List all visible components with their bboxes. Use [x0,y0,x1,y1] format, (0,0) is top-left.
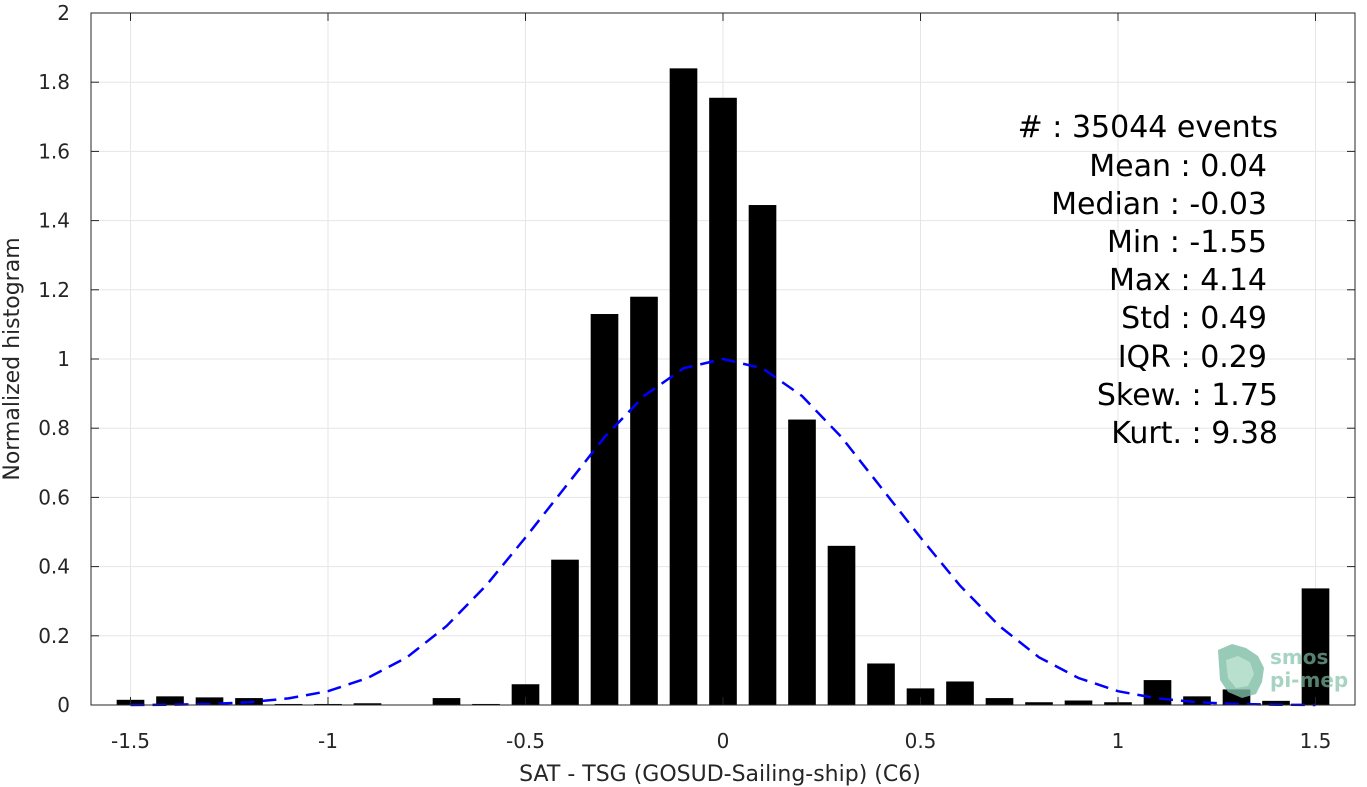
y-tick-label: 1 [57,347,70,371]
stat-min: Min : -1.55 [1107,225,1267,260]
smos-pi-mep-logo: smos pi-mep [1218,644,1348,698]
y-tick-label: 0.8 [38,416,70,440]
stat-mean: Mean : 0.04 [1089,149,1267,184]
stat-median: Median : -0.03 [1051,187,1267,222]
y-axis-label: Normalized histogram [0,237,25,480]
histogram-bar [1262,700,1290,705]
stat-iqr: IQR : 0.29 [1118,340,1267,375]
histogram-bar [156,696,184,705]
x-tick-label: 0.5 [905,729,937,753]
stat-max: Max : 4.14 [1109,263,1267,298]
histogram-bar [472,703,500,705]
y-tick-label: 2 [57,1,70,25]
bars-group [116,68,1330,706]
histogram-bar [1064,700,1093,705]
histogram-bar [511,684,540,705]
y-tick-label: 1.4 [38,209,70,233]
logo-text-smos: smos [1270,645,1328,669]
x-tick-label: -1.5 [111,729,150,753]
y-tick-label: 0.2 [38,624,70,648]
histogram-bar [1143,680,1172,705]
stat-kurt: Kurt. : 9.38 [1111,416,1278,451]
histogram-bar [788,419,816,705]
y-tick-label: 1.6 [38,139,70,163]
histogram-bar [827,545,856,705]
histogram-bar [669,68,698,706]
histogram-bar [709,97,737,705]
logo-map-inner-icon [1226,656,1254,688]
histogram-bar [432,698,461,705]
x-axis-label: SAT - TSG (GOSUD-Sailing-ship) (C6) [519,762,921,787]
histogram-bar [985,698,1014,705]
statistics-annotation: # : 35044 events Mean : 0.04 Median : -0… [1018,110,1278,451]
stat-skew: Skew. : 1.75 [1097,378,1278,413]
histogram-bar [195,697,224,705]
stat-std: Std : 0.49 [1121,301,1267,336]
histogram-bar [906,688,935,705]
normal-fit-curve-group [130,357,1316,707]
y-tick-label: 0.6 [38,485,70,509]
histogram-bar [590,314,619,705]
histogram-bar [353,703,382,705]
histogram-bar [551,559,579,705]
histogram-bar [748,205,777,705]
x-tick-labels: -1.5 -1 -0.5 0 0.5 1 1.5 [111,729,1331,753]
histogram-bar [946,681,974,705]
stat-count: # : 35044 events [1018,110,1278,145]
y-tick-labels: 0 0.2 0.4 0.6 0.8 1 1.2 1.4 1.6 1.8 2 [38,1,70,717]
histogram-bar [274,703,303,705]
y-tick-label: 1.8 [38,70,70,94]
y-tick-label: 1.2 [38,278,70,302]
histogram-bar [1025,702,1053,705]
y-tick-label: 0.4 [38,555,70,579]
x-tick-label: -0.5 [506,729,545,753]
x-tick-label: 1.5 [1300,729,1332,753]
x-tick-label: 0 [717,729,730,753]
histogram-bar [867,663,895,705]
y-tick-label: 0 [57,693,70,717]
histogram-bar [1183,696,1211,705]
x-tick-label: -1 [318,729,338,753]
normal-fit-curve [130,357,1316,707]
histogram-bar [1301,588,1330,705]
axes-box [90,12,1356,706]
logo-text-pi-mep: pi-mep [1270,668,1348,692]
x-tick-label: 1 [1112,729,1125,753]
histogram-bar [630,296,658,705]
